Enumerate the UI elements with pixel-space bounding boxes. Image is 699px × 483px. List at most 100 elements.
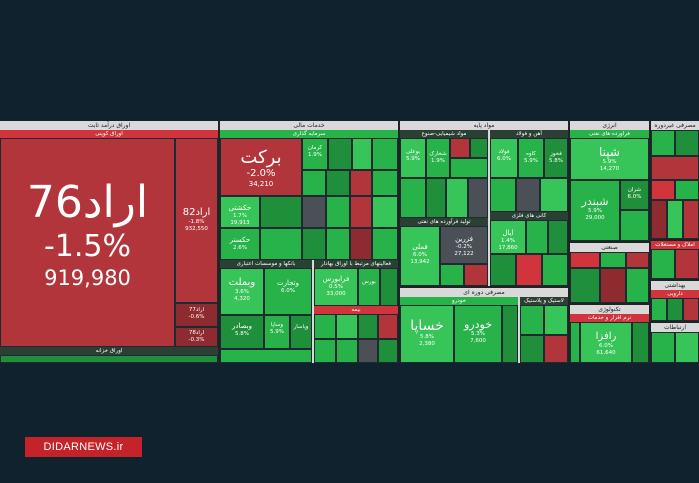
tile[interactable] — [600, 252, 626, 268]
tile[interactable] — [526, 220, 548, 254]
tile[interactable] — [464, 264, 488, 286]
tile[interactable] — [675, 249, 699, 279]
tile[interactable] — [490, 254, 516, 286]
tile-kaveh[interactable]: کاوه 5.9% — [518, 138, 544, 178]
tile[interactable] — [516, 254, 542, 286]
sector-realestate[interactable]: املاک و مستغلات — [651, 241, 699, 279]
tile[interactable] — [450, 158, 488, 178]
tile[interactable] — [570, 252, 600, 268]
tile[interactable] — [450, 138, 470, 158]
tile[interactable] — [632, 322, 649, 363]
sector-financial-services[interactable]: خدمات مالی سرمایه گذاری برکت -2.0% 34,21… — [220, 121, 398, 363]
tile[interactable] — [358, 339, 378, 363]
tile[interactable] — [426, 178, 446, 218]
tile[interactable] — [440, 264, 464, 286]
tile-vbemellat[interactable]: وبملت 3.6% 4,320 — [220, 268, 264, 315]
tile-khesapa[interactable]: خساپا 5.8% 2,380 — [400, 305, 454, 363]
tile[interactable] — [683, 200, 699, 239]
tile-shebouli[interactable]: بوعلی 5.9% — [400, 138, 426, 178]
tile[interactable] — [548, 220, 568, 254]
tile[interactable] — [446, 178, 468, 218]
tile[interactable] — [358, 314, 378, 339]
tile[interactable] — [328, 138, 352, 170]
tile[interactable] — [302, 196, 326, 228]
tile[interactable] — [326, 170, 350, 196]
tile[interactable] — [570, 268, 600, 303]
tile[interactable] — [675, 332, 699, 363]
tile[interactable] — [260, 228, 302, 260]
sector-energy[interactable]: انرژی فراورده های نفتی شپنا 5.9% 14,270 … — [570, 121, 649, 241]
tile[interactable] — [667, 298, 683, 321]
tile[interactable] — [378, 339, 398, 363]
tile[interactable] — [520, 305, 544, 335]
tile-iyal[interactable]: ایال 1.4% 17,860 — [490, 220, 526, 254]
sector-health[interactable]: بهداشتی دارویی — [651, 281, 699, 321]
tile[interactable] — [302, 170, 326, 196]
tile-hekestar[interactable]: حکستر 2.6% — [220, 228, 260, 260]
tile-sheran[interactable]: شران 6.0% — [620, 180, 649, 210]
tile[interactable] — [502, 305, 518, 363]
sector-telecom[interactable]: ارتباطات — [651, 323, 699, 363]
tile[interactable] — [516, 178, 540, 212]
tile[interactable] — [651, 332, 675, 363]
tile[interactable] — [683, 298, 699, 321]
tile[interactable] — [626, 268, 649, 303]
tile-khodro[interactable]: خودرو 5.3% 7,600 — [454, 305, 502, 363]
tile[interactable] — [372, 138, 398, 170]
tile[interactable] — [372, 170, 398, 196]
tile[interactable] — [490, 178, 516, 212]
tile-arad82[interactable]: اراد82 -1.8% 932,550 — [175, 138, 218, 303]
sector-consumer-cyclical[interactable]: مصرفی دوره ای خودرو خساپا 5.8% 2,380 خود… — [400, 288, 568, 363]
tile[interactable] — [651, 180, 675, 200]
tile-kerman[interactable]: کرمان 1.9% — [302, 138, 328, 170]
tile[interactable] — [314, 339, 336, 363]
tile[interactable] — [651, 130, 675, 156]
tile[interactable] — [302, 228, 326, 260]
sector-industrial[interactable]: صنعتی — [570, 243, 649, 303]
tile-fakhouz[interactable]: فخوز 5.8% — [544, 138, 568, 178]
tile[interactable] — [542, 254, 568, 286]
tile[interactable] — [350, 196, 372, 228]
tile-vsapa[interactable]: وساپا 5.9% — [264, 315, 290, 349]
tile-treasury[interactable] — [0, 355, 218, 363]
tile-shebandar[interactable]: شبندر 5.9% 29,000 — [570, 180, 620, 241]
tile[interactable] — [380, 268, 398, 306]
tile-shekhark[interactable]: شخارک 1.9% — [426, 138, 450, 178]
tile[interactable] — [620, 210, 649, 241]
tile[interactable] — [520, 335, 544, 363]
tile[interactable] — [544, 335, 568, 363]
tile-barekat[interactable]: برکت -2.0% 34,210 — [220, 138, 302, 196]
tile-vpasar[interactable]: وپاسار — [290, 315, 312, 349]
tile-arad78[interactable]: اراد78 -0.3% — [175, 327, 218, 347]
tile[interactable] — [336, 339, 358, 363]
tile[interactable] — [667, 200, 683, 239]
tile[interactable] — [350, 228, 372, 260]
tile[interactable] — [651, 249, 675, 279]
tile-faraboors[interactable]: فرابورس 0.5% 33,000 — [314, 268, 358, 306]
sector-nonconsumer[interactable]: مصرفی غیردوره ای — [651, 121, 699, 239]
tile-fezar[interactable]: فزرین -0.2% 27,122 — [440, 226, 488, 264]
tile[interactable] — [326, 228, 350, 260]
tile[interactable] — [468, 178, 488, 218]
tile[interactable] — [314, 314, 336, 339]
tile[interactable] — [544, 305, 568, 335]
tile[interactable] — [400, 178, 426, 218]
tile[interactable] — [352, 138, 372, 170]
tile-vtejarat[interactable]: وتجارت 6.0% — [264, 268, 312, 315]
tile[interactable] — [336, 314, 358, 339]
tile-shepna[interactable]: شپنا 5.9% 14,270 — [570, 138, 649, 180]
tile[interactable] — [600, 268, 626, 303]
tile[interactable] — [651, 156, 699, 180]
tile[interactable] — [372, 196, 398, 228]
tile[interactable] — [675, 130, 699, 156]
tile[interactable] — [260, 196, 302, 228]
tile[interactable] — [220, 349, 312, 363]
sector-tech[interactable]: تکنولوژی نرم افزار و خدمات رافزا 6.0% 61… — [570, 305, 649, 363]
sector-base-materials[interactable]: مواد پایه مواد شیمیایی-صنوع بوعلی 5.9% ش… — [400, 121, 568, 286]
tile[interactable] — [675, 180, 699, 200]
tile[interactable] — [651, 200, 667, 239]
tile[interactable] — [570, 322, 580, 363]
tile-arad76[interactable]: اراد76 -1.5% 919,980 — [0, 138, 175, 347]
tile-foolad[interactable]: فولاد 6.0% — [490, 138, 518, 178]
sector-fixed-income[interactable]: اوراق درآمد ثابت اوراق کوپنی اراد76 -1.5… — [0, 121, 218, 363]
